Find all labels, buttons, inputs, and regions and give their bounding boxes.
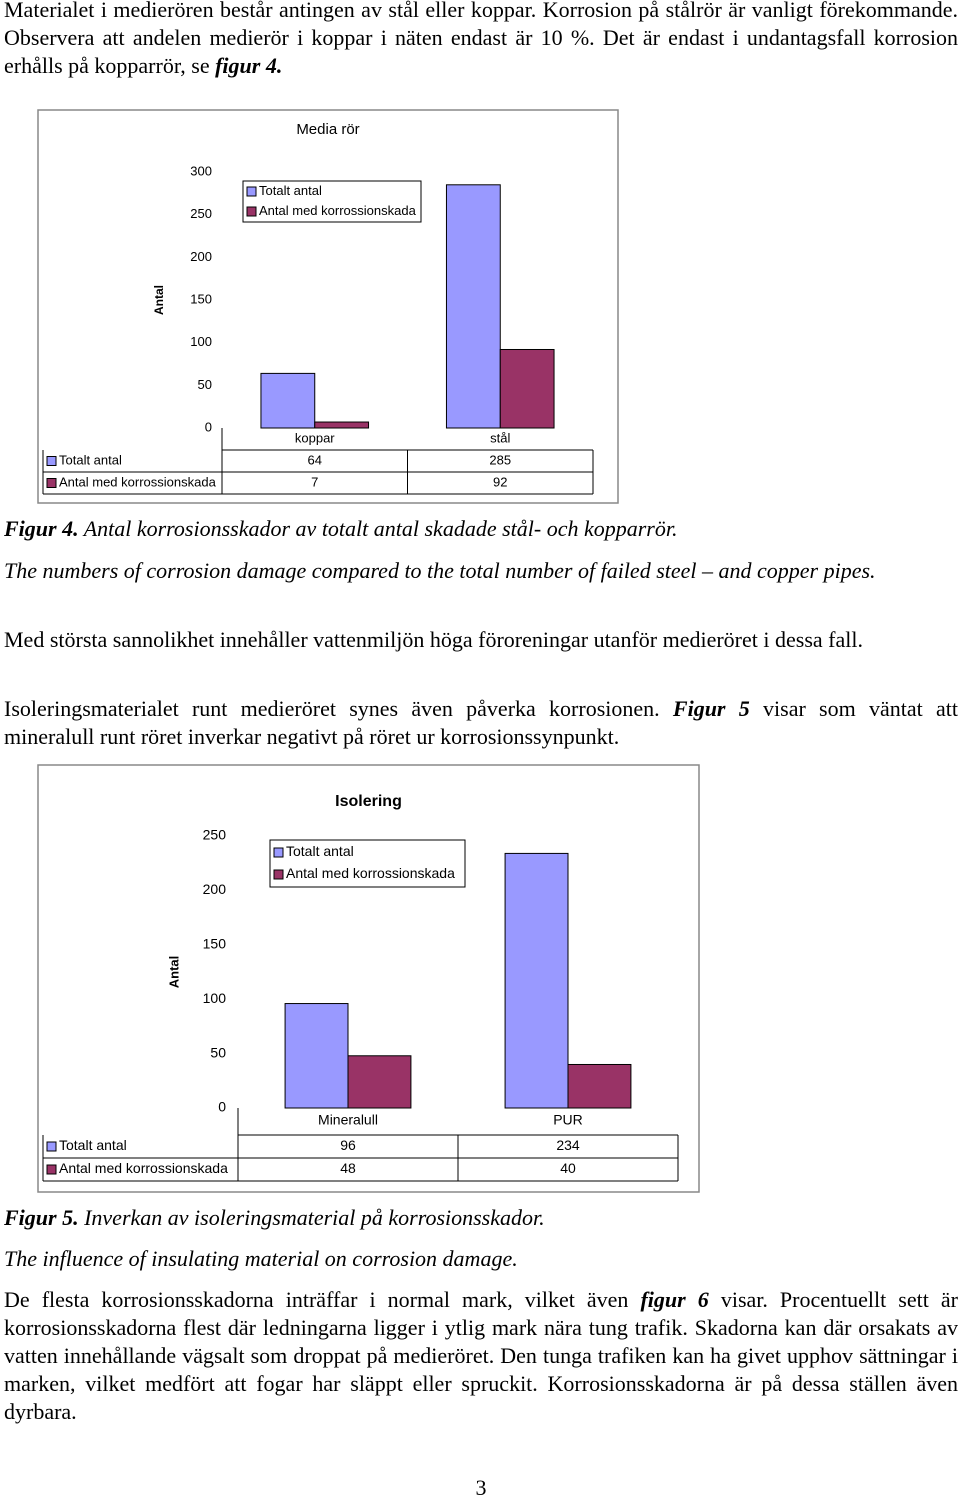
table-value: 7 (311, 474, 318, 489)
x-tick-label: PUR (553, 1112, 583, 1128)
table-row-label: Totalt antal (59, 1137, 127, 1153)
y-tick-label: 300 (190, 163, 212, 178)
x-tick-label: stål (490, 430, 510, 445)
bar (567, 1063, 632, 1109)
y-tick-label: 150 (203, 936, 227, 952)
legend-entry: Antal med korrossionskada (286, 865, 455, 881)
legend-frame (242, 180, 422, 223)
table-value: 234 (556, 1137, 580, 1153)
table-row-label: Antal med korrossionskada (59, 474, 217, 489)
caption-english: The influence of insulating material on … (4, 1246, 518, 1271)
table-row-label: Antal med korrossionskada (59, 1160, 228, 1176)
caption: Figur 4. Antal korrosionsskador av total… (4, 515, 958, 543)
bar (314, 421, 370, 429)
chart-title: Isolering (335, 793, 402, 810)
chart: Isolering Antal 0 50 100 150 200 250 Totalt anta… (37, 764, 700, 1193)
caption-english: The numbers of corrosion damage compared… (4, 558, 876, 583)
legend-entry: Totalt antal (259, 183, 322, 198)
bar (347, 1055, 412, 1109)
table-value: 48 (340, 1160, 356, 1176)
bar (499, 348, 555, 429)
y-tick-label: 50 (210, 1044, 226, 1060)
caption: Figur 5. Inverkan av isoleringsmaterial … (4, 1204, 958, 1232)
table-value: 64 (308, 452, 322, 467)
y-tick-label: 250 (190, 206, 212, 221)
y-tick-label: 100 (190, 334, 212, 349)
caption-text: Inverkan av isoleringsmaterial på korros… (78, 1205, 545, 1230)
data-table: Totalt antal 64 285 Antal med korrossionska… (42, 428, 594, 495)
y-tick-label: 0 (205, 419, 212, 434)
legend-entry: Antal med korrossionskada (259, 203, 417, 218)
chart-title: Media rör (296, 121, 359, 138)
legend-key (246, 206, 257, 217)
y-tick-label: 50 (198, 377, 212, 392)
table-value: 92 (493, 474, 507, 489)
bar (504, 852, 569, 1109)
bar (284, 1003, 349, 1109)
text: Materialet i medierören består antingen … (4, 0, 958, 78)
y-tick-label: 0 (218, 1099, 226, 1115)
table-value: 40 (560, 1160, 576, 1176)
legend-key (46, 456, 57, 466)
legend-key (46, 1164, 57, 1175)
paragraph: De flesta korrosionsskadorna inträffar i… (4, 1286, 958, 1426)
y-axis-label: Antal (152, 285, 166, 315)
page-number: 3 (475, 1475, 487, 1500)
x-tick-label: koppar (295, 430, 335, 445)
caption-label: Figur 4. (4, 516, 79, 541)
table-value: 96 (340, 1137, 356, 1153)
paragraph: Isoleringsmaterialet runt medieröret syn… (4, 695, 958, 751)
y-axis-label: Antal (166, 956, 181, 989)
paragraph: Materialet i medierören består antingen … (4, 0, 958, 80)
chart-frame (37, 109, 619, 504)
figure-ref: figur 6 (640, 1287, 709, 1312)
y-tick-label: 150 (190, 291, 212, 306)
legend-key (46, 478, 57, 488)
legend-key (273, 869, 284, 880)
legend-frame (269, 839, 466, 888)
text: visar som väntat att mineralull runt rör… (4, 696, 958, 749)
y-tick-label: 200 (203, 881, 227, 897)
legend-key (46, 1141, 57, 1152)
table-value: 285 (489, 452, 511, 467)
figure-ref: Figur 5 (672, 696, 750, 721)
y-tick-label: 100 (203, 990, 227, 1006)
caption-text: Antal korrosionsskador av totalt antal s… (78, 516, 678, 541)
caption-label: Figur 5. (4, 1205, 79, 1230)
bar (260, 372, 316, 429)
data-table: Totalt antal 96 234 Antal med korrossionska… (42, 1108, 679, 1182)
bar (445, 184, 501, 429)
legend-key (246, 186, 257, 197)
table-row-label: Totalt antal (59, 452, 122, 467)
figure-ref: figur 4. (215, 53, 283, 78)
legend-entry: Totalt antal (286, 843, 354, 859)
text: De flesta korrosionsskadorna inträffar i… (4, 1287, 641, 1312)
text: visar. Procentuellt sett är korrosionssk… (4, 1287, 958, 1424)
y-tick-label: 250 (203, 827, 227, 843)
chart-frame (37, 764, 700, 1193)
text: Isoleringsmaterialet runt medieröret syn… (4, 696, 673, 721)
legend-key (273, 847, 284, 858)
y-tick-label: 200 (190, 249, 212, 264)
x-tick-label: Mineralull (318, 1112, 378, 1128)
chart: Media rör Antal 0 50 100 150 200 250 300 Totalt a… (37, 109, 619, 504)
paragraph: Med största sannolikhet innehåller vatte… (4, 627, 863, 652)
